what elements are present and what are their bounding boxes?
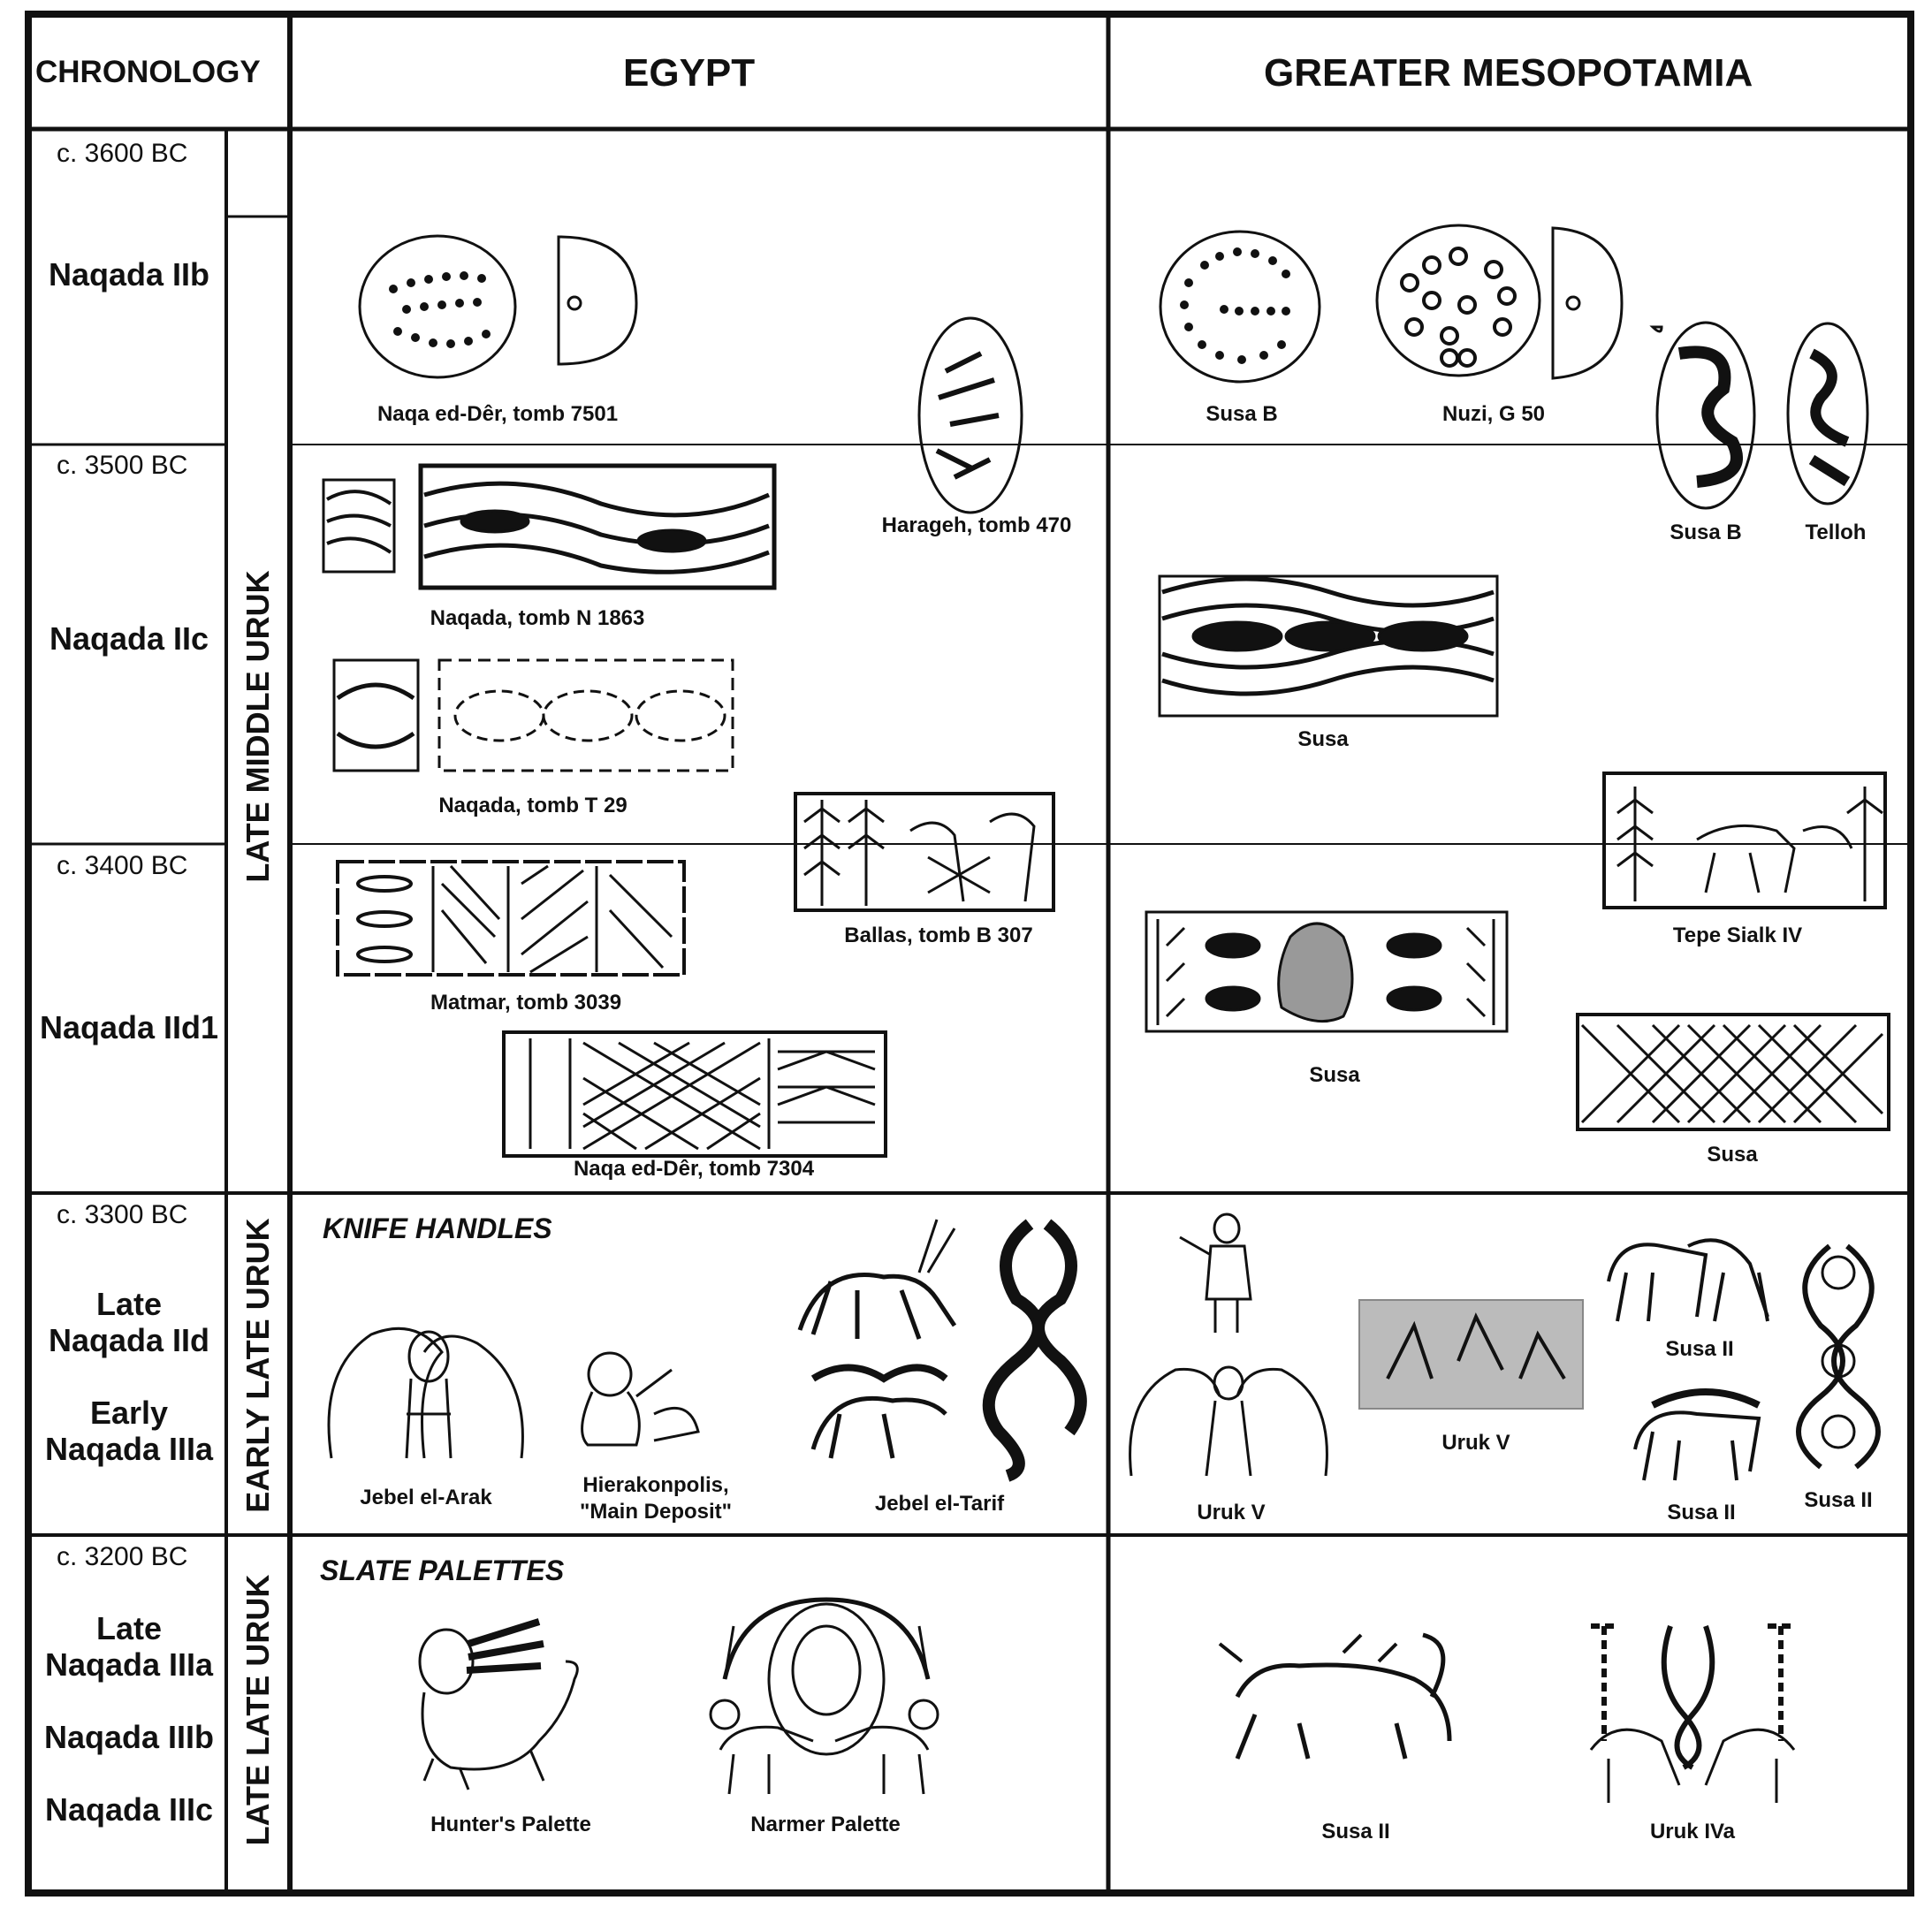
date-3200: c. 3200 BC — [57, 1542, 188, 1571]
period-naqada-iiib: Naqada IIIb — [43, 1719, 215, 1755]
caption-susa-lattice: Susa — [1707, 1143, 1758, 1167]
egypt-header: EGYPT — [623, 51, 756, 95]
date-3500: c. 3500 BC — [57, 451, 188, 480]
period-naqada-iib: Naqada IIb — [48, 256, 210, 293]
outer-border — [25, 11, 1914, 1897]
caption-susa-fish: Susa — [1309, 1063, 1360, 1087]
caption-naqa-ed-der-7304: Naqa ed-Dêr, tomb 7304 — [573, 1157, 815, 1181]
caption-matmar-3039: Matmar, tomb 3039 — [430, 991, 622, 1015]
caption-susa-ii-palette: Susa II — [1321, 1820, 1390, 1843]
caption-tepe-sialk-iv: Tepe Sialk IV — [1672, 924, 1803, 947]
period-naqada-iic: Naqada IIc — [49, 620, 209, 657]
date-3300: c. 3300 BC — [57, 1200, 188, 1229]
date-3600: c. 3600 BC — [57, 139, 188, 168]
period-naqada-iid1: Naqada IId1 — [39, 1009, 219, 1045]
caption-uruk-v-center: Uruk V — [1441, 1431, 1510, 1455]
caption-susa-b-seal: Susa B — [1206, 402, 1278, 426]
caption-susa-frieze: Susa — [1297, 727, 1349, 751]
caption-susa-b-oval: Susa B — [1670, 521, 1742, 544]
section-slate-palettes: SLATE PALETTES — [320, 1555, 565, 1586]
caption-uruk-iva: Uruk IVa — [1649, 1820, 1736, 1843]
caption-hierakonpolis-2: "Main Deposit" — [579, 1500, 733, 1524]
caption-jebel-el-tarif: Jebel el-Tarif — [874, 1492, 1005, 1516]
period-late-naqada-iid: Late Naqada IId — [48, 1286, 210, 1358]
mesopotamia-header: GREATER MESOPOTAMIA — [1264, 51, 1753, 95]
chronology-header: CHRONOLOGY — [35, 55, 261, 89]
caption-narmer-palette: Narmer Palette — [750, 1813, 901, 1836]
period-naqada-iiic: Naqada IIIc — [44, 1791, 214, 1828]
caption-susa-ii-bottom: Susa II — [1667, 1501, 1736, 1524]
caption-ballas-b307: Ballas, tomb B 307 — [844, 924, 1033, 947]
caption-telloh: Telloh — [1805, 521, 1867, 544]
section-knife-handles: KNIFE HANDLES — [323, 1212, 552, 1244]
caption-naqada-n1863: Naqada, tomb N 1863 — [430, 606, 645, 630]
caption-nuzi-g50: Nuzi, G 50 — [1441, 402, 1546, 426]
phase-late-middle-uruk: LATE MIDDLE URUK — [240, 570, 276, 883]
caption-susa-ii-top: Susa II — [1665, 1337, 1734, 1361]
period-late-naqada-iiia: Late Naqada IIIa — [44, 1610, 214, 1683]
date-3400: c. 3400 BC — [57, 851, 188, 880]
caption-hierakonpolis-1: Hierakonpolis, — [582, 1473, 729, 1497]
period-early-naqada-iiia: Early Naqada IIIa — [44, 1395, 214, 1467]
caption-naqada-t29: Naqada, tomb T 29 — [438, 794, 628, 817]
caption-harageh-470: Harageh, tomb 470 — [881, 513, 1072, 537]
caption-hunters-palette: Hunter's Palette — [430, 1813, 591, 1836]
caption-naqa-ed-der-7501: Naqa ed-Dêr, tomb 7501 — [377, 402, 619, 426]
caption-uruk-v-left: Uruk V — [1197, 1501, 1266, 1524]
phase-late-late-uruk: LATE LATE URUK — [240, 1574, 276, 1846]
phase-early-late-uruk: EARLY LATE URUK — [240, 1218, 276, 1513]
caption-susa-ii-right: Susa II — [1804, 1488, 1873, 1512]
caption-jebel-el-arak: Jebel el-Arak — [360, 1486, 492, 1509]
